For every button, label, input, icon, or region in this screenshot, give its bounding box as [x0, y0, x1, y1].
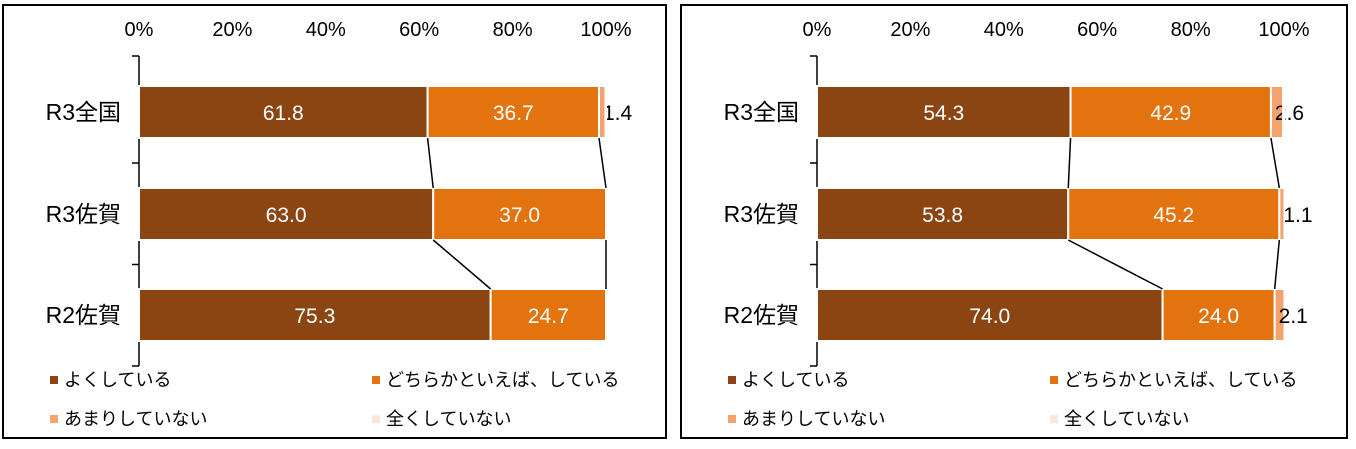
data-label-2-0: 74.0: [969, 305, 1010, 328]
legend-label-3: 全くしていない: [386, 409, 511, 429]
data-label-1-2: 1.1: [1283, 204, 1312, 227]
data-label-0-1: 36.7: [493, 102, 534, 125]
data-label-0-0: 61.8: [263, 102, 304, 125]
chart-panel-left: 0% 20% 40% 60% 80% 100% R3全国 R3佐賀 R2佐賀 61.8 36.7 1.…: [2, 4, 667, 439]
x-tick-label-5: 100%: [1258, 19, 1309, 41]
x-tick-label-3: 60%: [1077, 19, 1117, 41]
connector-1-0: [1067, 239, 1163, 290]
data-label-2-1: 24.0: [1198, 305, 1239, 328]
legend-label-0: よくしている: [64, 370, 171, 390]
bar-2-series-1: [1161, 288, 1276, 342]
stacked-bar-chart-left: 0% 20% 40% 60% 80% 100% R3全国 R3佐賀 R2佐賀 61.8 36.7 1.…: [46, 19, 633, 429]
bar-2-series-2: [1273, 288, 1286, 342]
legend-swatch-2: [728, 415, 736, 423]
legend-label-0: よくしている: [742, 370, 849, 390]
connector-0-1: [1270, 137, 1281, 189]
bar-1-series-1: [432, 187, 607, 241]
legend-label-2: あまりしていない: [64, 409, 207, 429]
legend-swatch-1: [1050, 376, 1058, 384]
legend-label-2: あまりしていない: [742, 409, 885, 429]
stacked-bar-chart-right: 0% 20% 40% 60% 80% 100% R3全国 R3佐賀 R2佐賀 54.3 42.9 2.…: [724, 19, 1313, 429]
legend-swatch-3: [372, 415, 380, 423]
connector-0-1: [598, 137, 607, 189]
bar-0-series-0: [138, 85, 429, 139]
category-label-0: R3全国: [46, 99, 121, 125]
bar-0-series-0: [816, 85, 1072, 139]
bar-0-series-1: [426, 85, 600, 139]
connector-1-0: [432, 239, 492, 290]
data-label-2-2: 2.1: [1279, 305, 1308, 328]
data-label-1-1: 45.2: [1153, 204, 1194, 227]
bar-2-series-0: [138, 288, 492, 342]
category-label-2: R2佐賀: [46, 302, 121, 328]
legend-label-1: どちらかといえば、している: [1064, 370, 1297, 390]
data-label-2-0: 75.3: [294, 305, 335, 328]
data-label-0-2: 2.6: [1275, 102, 1304, 125]
category-label-1: R3佐賀: [46, 201, 121, 227]
bar-0-series-3: [1282, 85, 1285, 139]
data-label-1-1: 37.0: [499, 204, 540, 227]
category-label-0: R3全国: [724, 99, 799, 125]
data-label-0-1: 42.9: [1150, 102, 1191, 125]
bar-1-series-0: [138, 187, 435, 241]
legend-swatch-2: [50, 415, 58, 423]
x-tick-label-1: 20%: [212, 19, 252, 41]
x-tick-label-2: 40%: [984, 19, 1024, 41]
x-tick-label-2: 40%: [306, 19, 346, 41]
legend-label-3: 全くしていない: [1064, 409, 1189, 429]
legend-swatch-1: [372, 376, 380, 384]
bar-2-series-1: [489, 288, 607, 342]
x-tick-label-5: 100%: [580, 19, 631, 41]
data-label-0-0: 54.3: [923, 102, 964, 125]
x-tick-label-3: 60%: [399, 19, 439, 41]
connector-0-0: [1067, 137, 1072, 189]
data-label-1-0: 63.0: [266, 204, 307, 227]
data-label-2-1: 24.7: [528, 305, 569, 328]
connector-0-0: [426, 137, 434, 189]
bar-0-series-1: [1069, 85, 1272, 139]
bar-1-series-2: [1278, 187, 1286, 241]
category-label-1: R3佐賀: [724, 201, 799, 227]
connector-1-1: [1273, 239, 1281, 290]
x-tick-label-0: 0%: [803, 19, 832, 41]
legend-swatch-0: [728, 376, 736, 384]
legend-label-1: どちらかといえば、している: [386, 370, 619, 390]
x-tick-label-4: 80%: [1171, 19, 1211, 41]
legend-swatch-0: [50, 376, 58, 384]
x-tick-label-1: 20%: [890, 19, 930, 41]
chart-panel-right: 0% 20% 40% 60% 80% 100% R3全国 R3佐賀 R2佐賀 54.3 42.9 2.…: [680, 4, 1348, 439]
x-tick-label-4: 80%: [493, 19, 533, 41]
x-tick-label-0: 0%: [125, 19, 154, 41]
legend-swatch-3: [1050, 415, 1058, 423]
category-label-2: R2佐賀: [724, 302, 799, 328]
data-label-1-0: 53.8: [922, 204, 963, 227]
bar-1-series-0: [816, 187, 1070, 241]
data-label-0-2: 1.4: [603, 102, 633, 125]
